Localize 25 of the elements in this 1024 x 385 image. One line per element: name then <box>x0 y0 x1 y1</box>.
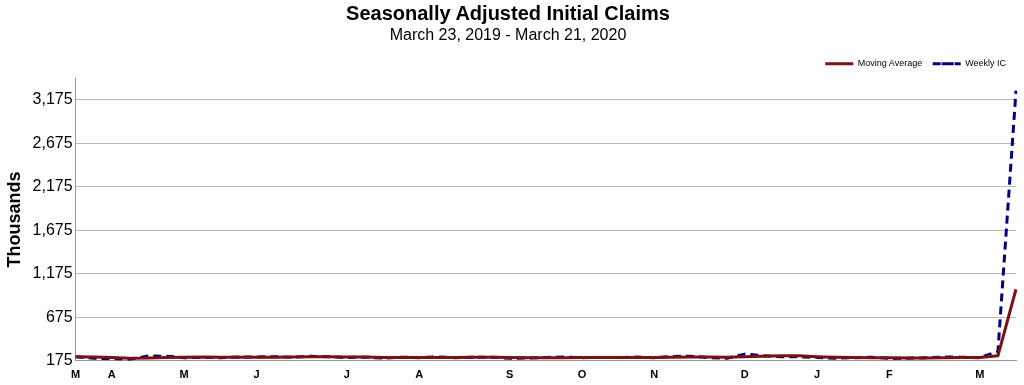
x-tick-label: S <box>505 368 514 381</box>
x-tick-label: O <box>577 368 587 381</box>
y-tick-label: 1,175 <box>32 264 73 282</box>
x-tick-label: J <box>343 368 350 381</box>
x-tick-label: M <box>179 368 189 381</box>
x-tick-label: A <box>415 368 424 381</box>
x-tick-label: F <box>886 368 894 381</box>
x-tick-label: N <box>650 368 659 381</box>
legend-label: Moving Average <box>857 58 923 69</box>
x-tick-label: J <box>814 368 821 381</box>
y-tick-label: 2,675 <box>32 133 73 151</box>
x-tick-label: M <box>975 368 985 381</box>
legend-label: Weekly IC <box>965 58 1007 69</box>
chart-title: Seasonally Adjusted Initial Claims <box>346 1 670 24</box>
y-tick-label: 1,675 <box>32 220 73 238</box>
x-tick-label: J <box>253 368 260 381</box>
chart-subtitle: March 23, 2019 - March 21, 2020 <box>389 26 627 44</box>
x-tick-label: A <box>107 368 116 381</box>
x-tick-label: M <box>71 368 81 381</box>
y-tick-label: 675 <box>45 307 73 325</box>
y-axis-title: Thousands <box>3 171 24 268</box>
x-tick-label: D <box>740 368 749 381</box>
y-tick-label: 3,175 <box>32 90 73 108</box>
y-tick-label: 2,175 <box>32 177 73 195</box>
y-tick-label: 175 <box>45 351 73 369</box>
